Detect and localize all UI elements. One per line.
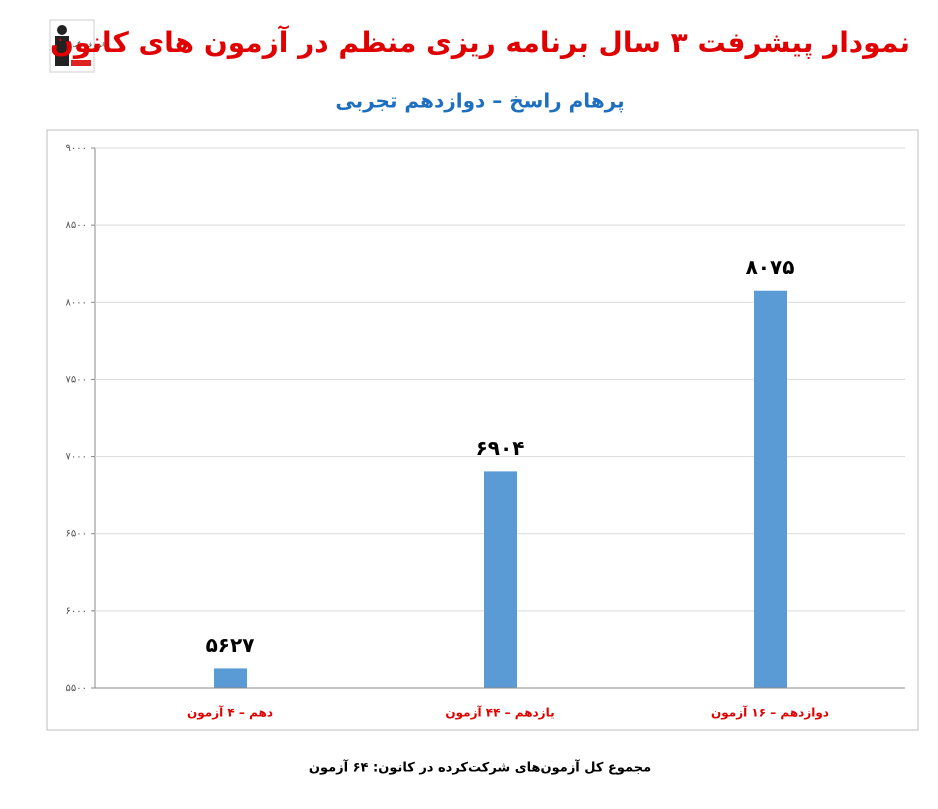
- y-tick-label: ۷۵۰۰: [66, 374, 87, 385]
- value-label: ۵۶۲۷: [206, 633, 255, 657]
- logo: کانون فرهنگی آموزش: [49, 19, 108, 73]
- footnote: مجموع کل آزمون‌های شرکت‌کرده در کانون: ۶…: [309, 759, 651, 776]
- y-tick-label: ۸۰۰۰: [66, 297, 87, 308]
- y-tick-label: ۵۵۰۰: [66, 683, 87, 694]
- chart-title: نمودار پیشرفت ۳ سال برنامه ریزی منظم در …: [50, 25, 910, 59]
- y-tick-label: ۹۰۰۰: [66, 143, 87, 154]
- y-tick-label: ۶۵۰۰: [66, 529, 87, 540]
- value-label: ۸۰۷۵: [746, 255, 795, 279]
- y-tick-label: ۸۵۰۰: [66, 220, 87, 231]
- logo-body: [55, 36, 69, 66]
- y-tick-label: ۷۰۰۰: [66, 452, 87, 463]
- bar: [484, 471, 517, 688]
- y-tick-label: ۶۰۰۰: [66, 606, 87, 617]
- value-label: ۶۹۰۴: [476, 436, 525, 460]
- logo-band: [71, 60, 91, 66]
- bar: [754, 290, 787, 688]
- x-tick-label: دهم – ۴ آزمون: [187, 705, 273, 721]
- plot-frame: [46, 129, 919, 731]
- logo-text: کانون فرهنگی آموزش: [52, 40, 107, 49]
- bar: [214, 668, 247, 688]
- logo-head: [57, 25, 67, 35]
- x-tick-label: دوازدهم – ۱۶ آزمون: [711, 705, 829, 721]
- x-tick-label: یازدهم – ۴۴ آزمون: [445, 705, 554, 721]
- chart-subtitle: پرهام راسخ – دوازدهم تجربی: [335, 89, 624, 114]
